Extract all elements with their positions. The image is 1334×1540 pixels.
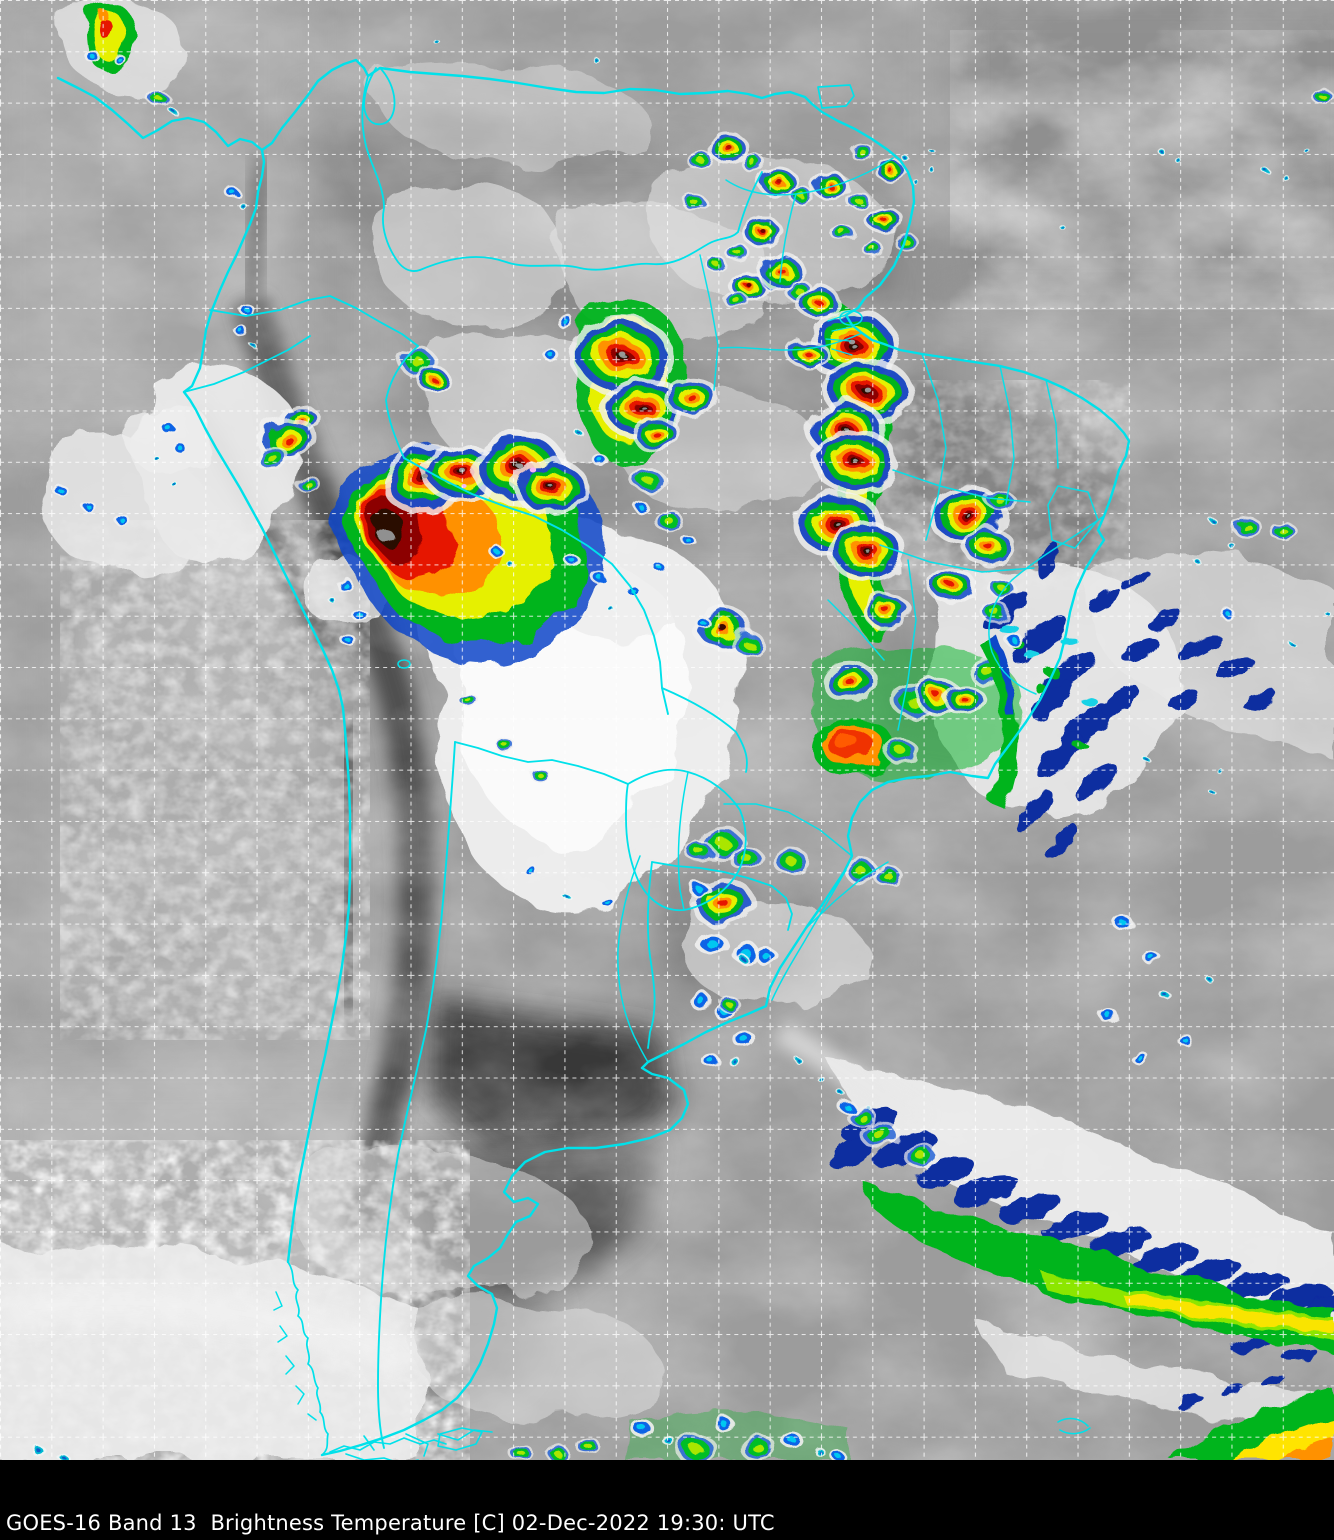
graticule <box>0 0 1334 1460</box>
coastline-pacific <box>182 148 352 1264</box>
map-boundaries <box>56 58 1131 1460</box>
satellite-map <box>0 0 1334 1460</box>
caption-text: GOES-16 Band 13 Brightness Temperature [… <box>6 1510 775 1535</box>
coastline-main <box>56 58 1131 1457</box>
caption-bar: GOES-16 Band 13 Brightness Temperature [… <box>0 1460 1334 1540</box>
goes16-ir-image <box>0 0 1334 1460</box>
